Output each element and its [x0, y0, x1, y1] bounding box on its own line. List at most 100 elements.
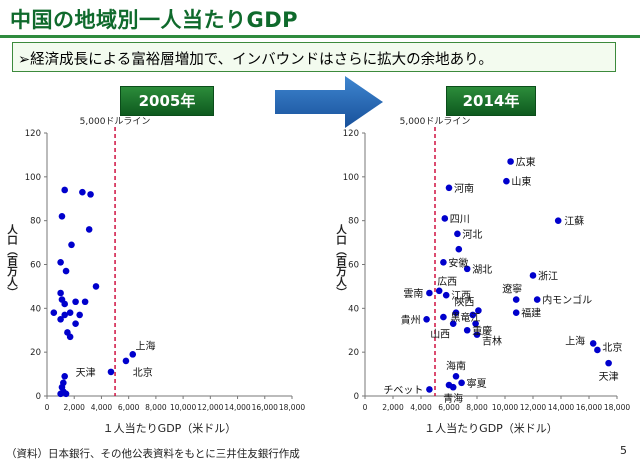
chart1-threshold-label: 5,000ドルライン	[80, 116, 151, 127]
chart2-data-point	[475, 307, 482, 314]
source-note: （資料）日本銀行、その他公表資料をもとに三井住友銀行作成	[6, 448, 300, 460]
chart1-data-point	[129, 351, 137, 358]
chart1-x-tick-label: 6,000	[118, 403, 140, 412]
chart2-point-label: 広西	[437, 275, 457, 288]
chart1-point-label: 上海	[135, 340, 155, 353]
chart2-data-point	[533, 296, 541, 303]
chart1-data-point	[58, 212, 66, 220]
arrow-bullet-icon: ➢	[18, 52, 31, 68]
chart1-data-point	[66, 309, 74, 317]
subtitle-box: ➢経済成長による富裕層増加で、インバウンドはさらに拡大の余地あり。	[12, 42, 616, 72]
chart2-point-label: 福建	[521, 307, 541, 320]
chart2-y-tick-label: 120	[343, 129, 359, 139]
chart1-data-point	[57, 390, 64, 398]
chart1-x-tick-label: 14,000	[224, 403, 250, 412]
subtitle-text: 経済成長による富裕層増加で、インバウンドはさらに拡大の余地あり。	[30, 52, 493, 68]
chart2-point-label: 河北	[462, 229, 482, 241]
chart1-data-point	[81, 298, 89, 306]
chart2-x-axis-title: １人当たりGDP（米ドル）	[424, 421, 558, 435]
chart2-x-tick-label: 14,000	[548, 403, 574, 412]
chart2-data-point	[529, 272, 537, 279]
chart2-data-point	[449, 320, 457, 327]
chart1-y-tick-label: 100	[25, 173, 41, 183]
chart2-point-label: 北京	[602, 341, 622, 354]
chart2-point-label: 寧夏	[467, 377, 487, 390]
chart2-data-point	[435, 287, 443, 295]
chart1-x-axis-title: １人当たりGDP（米ドル）	[103, 421, 237, 435]
chart2-point-label: 吉林	[482, 335, 502, 348]
chart2-x-tick-label: 2,000	[382, 403, 404, 412]
chart2-data-point	[463, 326, 471, 334]
chart2-y-axis-title: 人口（百万人）	[335, 223, 347, 297]
chart1-x-tick-label: 16,000	[252, 403, 278, 412]
chart1-data-point	[87, 191, 94, 198]
chart1-x-tick-label: 4,000	[91, 403, 113, 412]
chart2-data-point	[452, 309, 460, 317]
chart2-data-point	[442, 291, 450, 299]
year-2005-label: 2005年	[120, 86, 214, 116]
chart1-x-tick-label: 8,000	[145, 403, 167, 412]
chart2-x-tick-label: 10,000	[492, 403, 518, 412]
chart2-point-label: 陝西	[454, 297, 474, 309]
chart2-data-point	[512, 296, 520, 303]
chart2-point-label: 河南	[454, 182, 474, 195]
chart2-x-tick-label: 4,000	[410, 403, 432, 412]
chart2-data-point	[454, 230, 461, 238]
chart2-data-point	[554, 217, 562, 224]
page-title: 中国の地域別一人当たりGDP	[10, 8, 299, 32]
transition-arrow-icon	[275, 76, 383, 128]
chart1-data-point	[61, 300, 68, 308]
chart2-x-tick-label: 8,000	[466, 403, 488, 412]
chart1-x-tick-label: 10,000	[170, 403, 196, 412]
chart1-x-tick-label: 2,000	[63, 403, 85, 412]
chart2-y-tick-label: 60	[348, 261, 359, 271]
chart1-data-point	[122, 357, 130, 365]
chart2-data-point	[426, 386, 433, 393]
chart2-point-label: 黒竜江	[450, 311, 480, 324]
chart2-x-tick-label: 0	[363, 403, 368, 412]
chart1-data-point	[61, 311, 68, 319]
chart1-data-point	[62, 390, 70, 398]
chart2-data-point	[472, 320, 479, 327]
chart1-y-tick-label: 80	[30, 217, 41, 227]
chart2-point-label: 青海	[443, 392, 463, 405]
chart1-y-tick-label: 40	[30, 304, 41, 314]
chart1-data-point	[62, 267, 70, 275]
chart2-point-label: 海南	[446, 359, 466, 372]
chart2-data-point	[589, 340, 597, 347]
chart1-y-tick-label: 0	[36, 392, 41, 402]
chart2-point-label: 山西	[430, 329, 450, 341]
chart2-point-label: 広東	[516, 155, 536, 168]
chart2-data-point	[473, 331, 481, 338]
chart2-y-tick-label: 40	[348, 304, 359, 314]
chart1-y-tick-label: 120	[25, 129, 41, 139]
chart2-y-tick-label: 80	[348, 217, 359, 227]
chart2-data-point	[426, 289, 433, 297]
chart2-point-label: 遼寧	[502, 283, 522, 296]
chart1-data-point	[61, 186, 68, 194]
title-underline	[0, 35, 640, 38]
chart1-data-point	[76, 311, 83, 319]
chart2-point-label: 安徽	[448, 256, 468, 269]
chart2-data-point	[463, 265, 471, 273]
chart1-data-point	[50, 309, 58, 317]
chart2-y-tick-label: 100	[343, 173, 359, 183]
chart2-point-label: 天津	[599, 371, 619, 383]
chart2-point-label: 内モンゴル	[542, 294, 592, 307]
chart1-data-point	[57, 315, 64, 323]
chart2-threshold-label: 5,000ドルライン	[400, 116, 471, 127]
chart1-x-tick-label: 18,000	[279, 403, 305, 412]
chart2-point-label: 上海	[565, 334, 585, 347]
chart2-data-point	[455, 245, 463, 253]
chart1-data-point	[66, 333, 74, 341]
chart2-data-point	[441, 215, 449, 222]
chart1-data-point	[68, 241, 75, 249]
chart2-point-label: 山東	[511, 175, 531, 188]
chart1-data-point	[57, 259, 64, 266]
subtitle: ➢経済成長による富裕層増加で、インバウンドはさらに拡大の余地あり。	[18, 48, 493, 69]
chart1-data-point	[72, 320, 79, 327]
chart2-data-point	[469, 311, 477, 319]
year-2014-label: 2014年	[446, 86, 536, 116]
chart2-point-label: 雲南	[403, 287, 423, 300]
